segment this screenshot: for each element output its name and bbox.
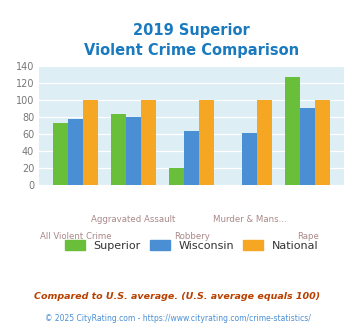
Bar xyxy=(300,108,315,185)
Bar xyxy=(169,168,184,185)
Text: Murder & Mans...: Murder & Mans... xyxy=(213,215,286,224)
Text: Rape: Rape xyxy=(297,232,319,241)
Bar xyxy=(126,117,141,185)
Bar xyxy=(257,100,272,185)
Text: Robbery: Robbery xyxy=(174,232,210,241)
Bar xyxy=(285,77,300,185)
Bar xyxy=(111,115,126,185)
Bar xyxy=(184,131,199,185)
Title: 2019 Superior
Violent Crime Comparison: 2019 Superior Violent Crime Comparison xyxy=(84,23,299,58)
Text: © 2025 CityRating.com - https://www.cityrating.com/crime-statistics/: © 2025 CityRating.com - https://www.city… xyxy=(45,314,310,323)
Bar xyxy=(199,100,214,185)
Text: Aggravated Assault: Aggravated Assault xyxy=(92,215,176,224)
Legend: Superior, Wisconsin, National: Superior, Wisconsin, National xyxy=(60,236,323,255)
Bar xyxy=(53,123,68,185)
Bar xyxy=(68,119,83,185)
Bar xyxy=(242,133,257,185)
Bar xyxy=(141,100,156,185)
Bar xyxy=(83,100,98,185)
Text: Compared to U.S. average. (U.S. average equals 100): Compared to U.S. average. (U.S. average … xyxy=(34,292,321,301)
Bar xyxy=(315,100,331,185)
Text: All Violent Crime: All Violent Crime xyxy=(40,232,111,241)
